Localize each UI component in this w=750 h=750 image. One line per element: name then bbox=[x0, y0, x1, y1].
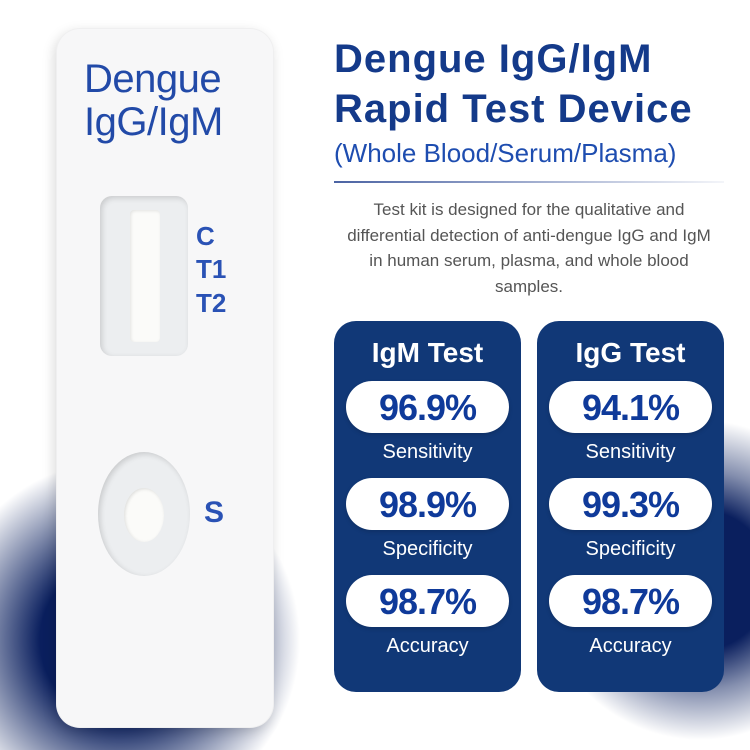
marker-t2: T2 bbox=[196, 287, 226, 320]
product-title: Dengue IgG/IgM Rapid Test Device bbox=[334, 34, 724, 134]
cassette-label: Dengue IgG/IgM bbox=[56, 28, 274, 144]
igg-card: IgG Test 94.1% Sensitivity 99.3% Specifi… bbox=[537, 321, 724, 692]
cassette-name-line2: IgG/IgM bbox=[84, 101, 274, 144]
cassette-name-line1: Dengue bbox=[84, 58, 274, 101]
marker-c: C bbox=[196, 220, 226, 253]
title-line2: Rapid Test Device bbox=[334, 84, 724, 134]
result-window bbox=[100, 196, 188, 356]
result-strip bbox=[130, 210, 160, 342]
header-divider bbox=[334, 181, 724, 183]
stats-cards: IgM Test 96.9% Sensitivity 98.9% Specifi… bbox=[334, 321, 724, 692]
marker-t1: T1 bbox=[196, 253, 226, 286]
marker-labels: C T1 T2 bbox=[196, 220, 226, 320]
igg-specificity-value: 99.3% bbox=[549, 478, 712, 530]
igg-sensitivity-value: 94.1% bbox=[549, 381, 712, 433]
info-column: Dengue IgG/IgM Rapid Test Device (Whole … bbox=[310, 0, 750, 750]
igg-accuracy-value: 98.7% bbox=[549, 575, 712, 627]
igg-specificity: 99.3% Specificity bbox=[549, 478, 712, 561]
sample-hole bbox=[124, 488, 164, 542]
title-line1: Dengue IgG/IgM bbox=[334, 34, 724, 84]
igm-specificity-value: 98.9% bbox=[346, 478, 509, 530]
sample-label: S bbox=[204, 496, 224, 530]
igm-accuracy-label: Accuracy bbox=[346, 635, 509, 658]
igm-sensitivity: 96.9% Sensitivity bbox=[346, 381, 509, 464]
device-column: Dengue IgG/IgM C T1 T2 S bbox=[0, 0, 310, 750]
igg-specificity-label: Specificity bbox=[549, 538, 712, 561]
igg-sensitivity-label: Sensitivity bbox=[549, 441, 712, 464]
igm-card: IgM Test 96.9% Sensitivity 98.9% Specifi… bbox=[334, 321, 521, 692]
igm-specificity: 98.9% Specificity bbox=[346, 478, 509, 561]
sample-well bbox=[98, 452, 190, 576]
igm-specificity-label: Specificity bbox=[346, 538, 509, 561]
igm-sensitivity-value: 96.9% bbox=[346, 381, 509, 433]
igm-accuracy-value: 98.7% bbox=[346, 575, 509, 627]
igg-sensitivity: 94.1% Sensitivity bbox=[549, 381, 712, 464]
igg-card-title: IgG Test bbox=[549, 337, 712, 369]
igg-accuracy-label: Accuracy bbox=[549, 635, 712, 658]
igg-accuracy: 98.7% Accuracy bbox=[549, 575, 712, 658]
igm-card-title: IgM Test bbox=[346, 337, 509, 369]
product-description: Test kit is designed for the qualitative… bbox=[334, 197, 724, 299]
main-layout: Dengue IgG/IgM C T1 T2 S Dengue IgG/IgM … bbox=[0, 0, 750, 750]
igm-accuracy: 98.7% Accuracy bbox=[346, 575, 509, 658]
test-cassette: Dengue IgG/IgM C T1 T2 S bbox=[56, 28, 274, 728]
product-subtitle: (Whole Blood/Serum/Plasma) bbox=[334, 138, 724, 169]
igm-sensitivity-label: Sensitivity bbox=[346, 441, 509, 464]
